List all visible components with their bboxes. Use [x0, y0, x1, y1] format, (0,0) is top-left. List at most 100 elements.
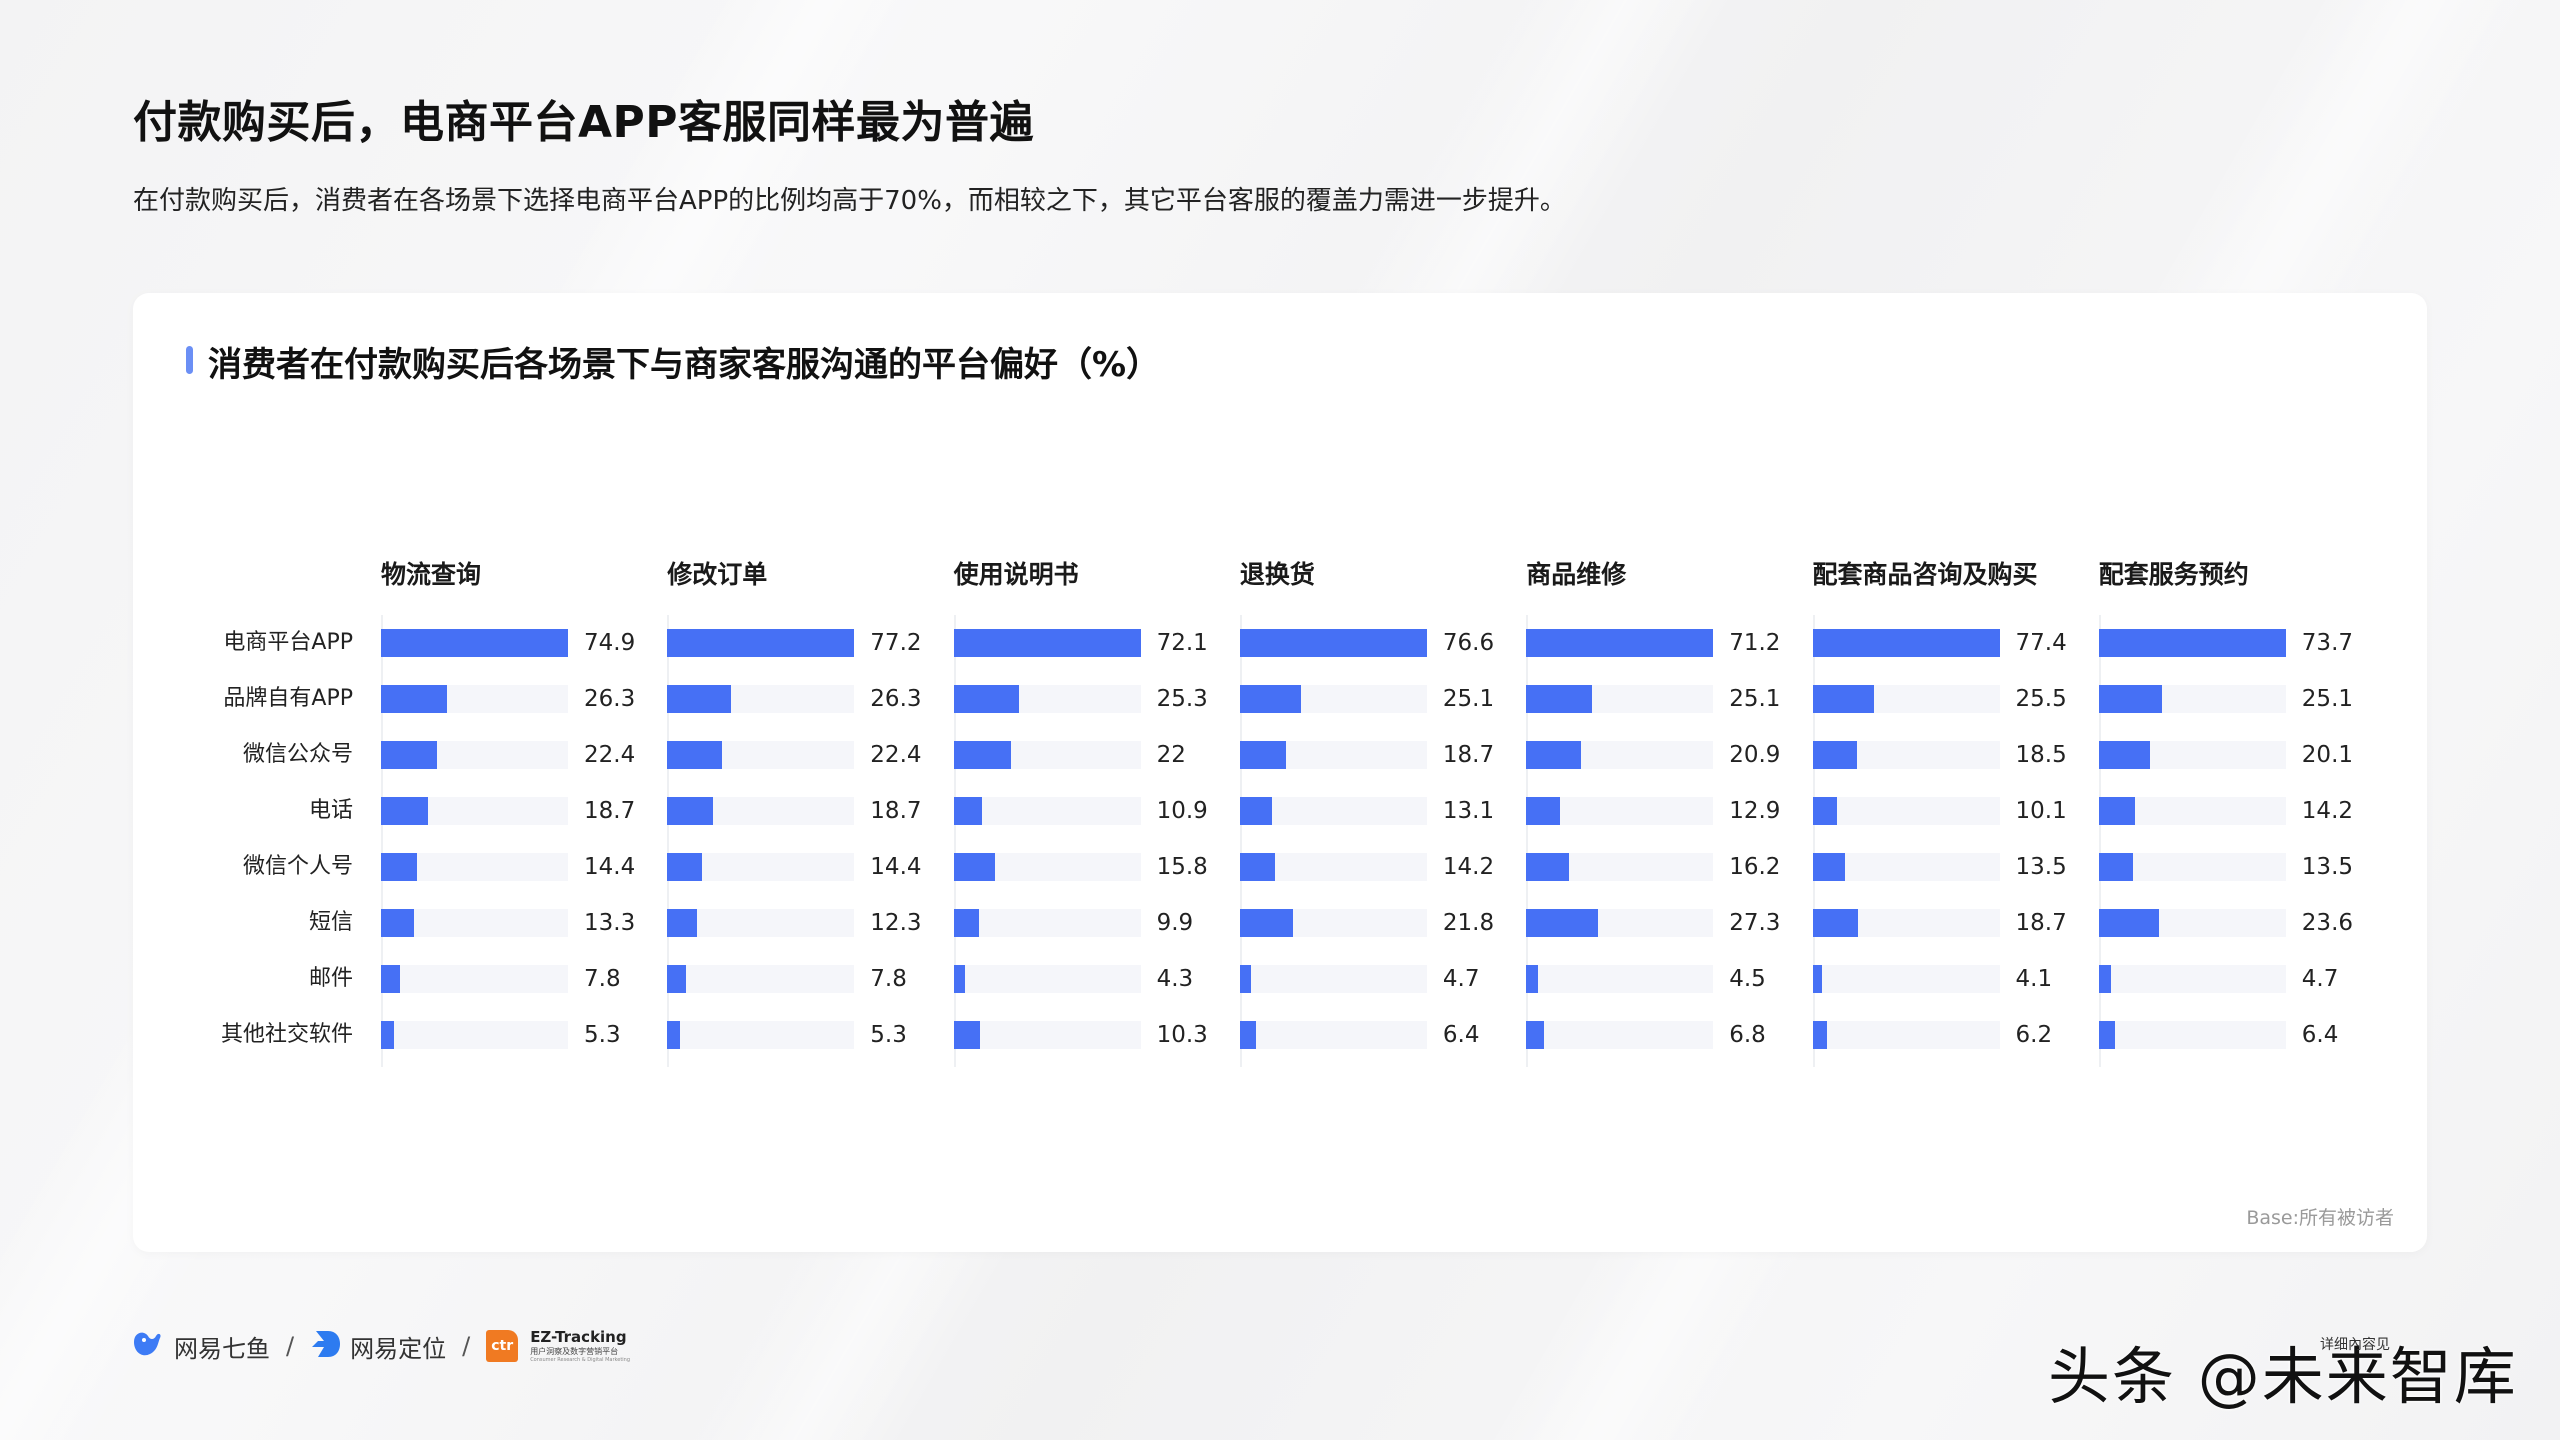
category-label: 微信公众号: [242, 742, 353, 767]
bar: [2098, 685, 2163, 713]
bar: [1239, 853, 1275, 881]
axis-line: [953, 615, 956, 1067]
bar: [1526, 741, 1582, 769]
dingwei-arrow-icon: [310, 1329, 342, 1363]
bar: [1526, 965, 1538, 993]
bar: [381, 741, 437, 769]
bar-value-label: 6.4: [2301, 1022, 2339, 1048]
bar-value-label: 13.5: [2015, 854, 2067, 880]
bar: [1239, 741, 1286, 769]
watermark: 头条 @未来智库: [2048, 1340, 2518, 1413]
bar: [1239, 685, 1302, 713]
panel-header: 配套商品咨询及购买: [1812, 560, 2038, 589]
bar-value-label: 16.2: [1729, 854, 1781, 880]
bar-value-label: 74.9: [584, 630, 636, 656]
bar: [1526, 685, 1593, 713]
bar: [2098, 909, 2159, 937]
bar-value-label: 71.2: [1729, 630, 1781, 656]
panel-header: 物流查询: [381, 560, 482, 589]
bar: [1239, 629, 1427, 657]
bar-track: [2098, 965, 2286, 993]
bar-value-label: 21.8: [1442, 910, 1495, 936]
bar-value-label: 14.2: [1442, 854, 1495, 880]
bar: [667, 909, 698, 937]
dingwei-logo-text: 网易定位: [350, 1334, 447, 1363]
bar: [953, 965, 965, 993]
ctr-logo-icon: ctr: [486, 1330, 519, 1362]
bar: [1526, 909, 1598, 937]
bar: [1239, 909, 1294, 937]
bar-value-label: 10.3: [1156, 1022, 1208, 1048]
bar-track: [953, 965, 1141, 993]
axis-line: [1812, 615, 1815, 1067]
bar-value-label: 10.1: [2015, 798, 2067, 824]
category-label: 短信: [308, 910, 353, 935]
base-note: Base:所有被访者: [2246, 1207, 2394, 1229]
bar-track: [1526, 1021, 1714, 1049]
bar: [667, 741, 722, 769]
logo-separator: /: [462, 1332, 471, 1360]
bar-value-label: 4.5: [1729, 966, 1766, 992]
bar: [1239, 1021, 1256, 1049]
bar-value-label: 14.4: [584, 854, 636, 880]
bar-value-label: 73.7: [2301, 630, 2354, 656]
bar: [667, 1021, 681, 1049]
category-label: 微信个人号: [242, 854, 353, 879]
bar-value-label: 76.6: [1442, 630, 1495, 656]
bar-value-label: 26.3: [584, 686, 636, 712]
axis-line: [1239, 615, 1242, 1067]
bar-value-label: 72.1: [1156, 630, 1208, 656]
bar: [667, 629, 855, 657]
axis-line: [381, 615, 383, 1067]
bar-track: [667, 965, 855, 993]
bar-track: [953, 1021, 1141, 1049]
bar-value-label: 9.9: [1156, 910, 1194, 936]
category-label: 邮件: [308, 966, 353, 991]
bar-value-label: 7.8: [870, 966, 907, 992]
category-label: 品牌自有APP: [223, 686, 353, 711]
bar-value-label: 25.5: [2015, 686, 2067, 712]
logo-separator: /: [286, 1332, 295, 1360]
bar-track: [1812, 1021, 2000, 1049]
footer-logos: 网易七鱼 / 网易定位 / ctr EZ-Tracking 用户洞察及数字营销平…: [130, 1326, 630, 1366]
title-accent-bar: [186, 346, 193, 374]
category-label: 电商平台APP: [223, 630, 353, 655]
bar-value-label: 5.3: [584, 1022, 621, 1048]
ez-tracking-subtitle-en: Consumer Research & Digital Marketing: [530, 1356, 631, 1363]
bar: [1812, 685, 1875, 713]
bar: [953, 741, 1011, 769]
bar: [381, 797, 428, 825]
bar: [2098, 629, 2286, 657]
bar-value-label: 77.2: [870, 630, 922, 656]
axis-line: [2098, 615, 2101, 1067]
bar: [1239, 797, 1272, 825]
bar-track: [381, 1021, 568, 1049]
bar-value-label: 22.4: [584, 742, 636, 768]
bar-value-label: 18.5: [2015, 742, 2067, 768]
ez-tracking-title: EZ-Tracking: [530, 1327, 627, 1346]
bar-value-label: 18.7: [1442, 742, 1495, 768]
bar: [2098, 965, 2111, 993]
bar: [667, 965, 687, 993]
ez-tracking-subtitle: 用户洞察及数字营销平台: [530, 1346, 619, 1356]
bar-value-label: 6.8: [1729, 1022, 1766, 1048]
bar: [1239, 965, 1252, 993]
bar-value-label: 22.4: [870, 742, 922, 768]
bar: [2098, 1021, 2116, 1049]
panel-header: 修改订单: [667, 560, 768, 589]
panel-header: 配套服务预约: [2098, 560, 2249, 589]
bar: [1526, 853, 1569, 881]
bar: [1526, 1021, 1545, 1049]
bar-value-label: 5.3: [870, 1022, 907, 1048]
bar-track: [953, 909, 1141, 937]
page-title: 付款购买后，电商平台APP客服同样最为普遍: [133, 97, 1035, 148]
bar: [1812, 629, 2000, 657]
bar-value-label: 20.9: [1729, 742, 1781, 768]
bar: [1812, 741, 1858, 769]
bar-value-label: 13.3: [584, 910, 636, 936]
bar-value-label: 25.1: [1442, 686, 1495, 712]
bar-value-label: 26.3: [870, 686, 922, 712]
bar: [1812, 797, 1837, 825]
bar-track: [667, 1021, 855, 1049]
bar-value-label: 77.4: [2015, 630, 2067, 656]
